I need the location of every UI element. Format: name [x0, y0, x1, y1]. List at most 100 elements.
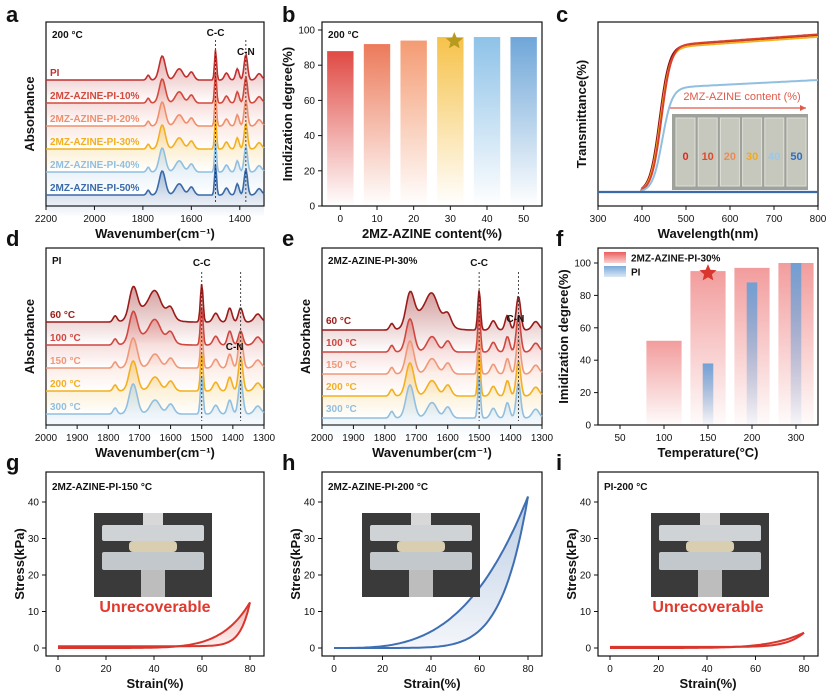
panel-h: 0 20 40 60 80010203040Strain(%)Stress(kPa)2M…	[282, 450, 543, 691]
bar	[473, 37, 501, 206]
series-fill	[46, 353, 264, 412]
legend-label: 2MZ-AZINE-PI-30%	[631, 254, 721, 265]
series-fill	[46, 164, 264, 216]
series-fill	[322, 290, 542, 350]
y-tick-label: 0	[585, 644, 591, 655]
y-tick-label: 0	[585, 421, 591, 432]
series-line	[46, 49, 265, 81]
series-fill	[46, 49, 264, 101]
series-line	[322, 310, 543, 353]
x-tick-label: 0	[55, 664, 61, 675]
legend-arrow-head	[800, 105, 806, 111]
panel-title: 200 °C	[328, 30, 359, 41]
peak-label: C-N	[226, 342, 244, 353]
panel-label: i	[556, 450, 562, 475]
vial-label: 10	[702, 151, 714, 163]
y-tick-label: 80	[304, 61, 316, 72]
lower-plate	[659, 552, 761, 570]
bar-pi	[702, 363, 714, 425]
y-tick-label: 0	[309, 202, 315, 213]
series-line	[322, 376, 543, 419]
plot-frame	[597, 471, 819, 657]
series-line	[322, 290, 543, 331]
hysteresis-fill	[334, 496, 528, 648]
x-tick-label: 400	[634, 214, 651, 225]
y-axis-label: Transmittance(%)	[574, 60, 589, 168]
panel-b: 0 10 20 30 40 50 0 20 40 60 80 100 2MZ-AZINE content…	[280, 2, 543, 241]
y-tick-label: 60	[580, 323, 592, 334]
y-tick-label: 30	[580, 534, 592, 545]
series-label: 150 °C	[50, 356, 81, 367]
upper-rod	[411, 513, 431, 525]
x-tick-label: 300	[788, 433, 805, 444]
x-tick-label: 1400	[222, 433, 245, 444]
series-line	[46, 118, 265, 150]
x-tick-label: 30	[445, 214, 457, 225]
y-tick-label: 20	[304, 166, 316, 177]
sample	[397, 541, 445, 552]
series-line	[46, 141, 265, 173]
x-tick-label: 300	[590, 214, 607, 225]
vial	[719, 117, 740, 187]
series-line	[322, 332, 543, 375]
y-tick-label: 40	[580, 356, 592, 367]
unloading-curve	[58, 602, 251, 648]
series-line	[46, 164, 265, 196]
legend-label: PI	[631, 268, 641, 279]
upper-plate	[370, 525, 472, 541]
lower-plate	[370, 552, 472, 570]
peak-label: C-C	[193, 258, 211, 269]
series-label: 300 °C	[50, 402, 81, 413]
sample	[129, 541, 177, 552]
panel-label: f	[556, 226, 564, 251]
series-fill	[46, 141, 264, 193]
series-fill	[322, 376, 542, 438]
series-label: 200 °C	[326, 382, 357, 393]
x-tick-label: 600	[722, 214, 739, 225]
x-axis-label: Wavelength(nm)	[658, 226, 759, 241]
plot-frame	[45, 471, 265, 657]
loading-curve	[58, 601, 251, 649]
x-tick-label: 700	[766, 214, 783, 225]
upper-plate	[102, 525, 204, 541]
panel-title: 200 °C	[52, 30, 83, 41]
x-tick-label: 1700	[405, 433, 428, 444]
lower-rod	[409, 570, 433, 597]
x-tick-label: 1500	[191, 433, 214, 444]
sample	[686, 541, 734, 552]
legend-swatch	[604, 252, 626, 263]
x-tick-label: 20	[377, 664, 389, 675]
y-axis-label: Stress(kPa)	[12, 528, 27, 600]
x-axis-label: Wavenumber(cm⁻¹)	[372, 445, 492, 460]
y-tick-label: 80	[580, 291, 592, 302]
star-marker	[699, 264, 717, 281]
x-axis-label: Strain(%)	[679, 676, 736, 691]
x-tick-label: 1900	[66, 433, 89, 444]
series-label: PI	[50, 68, 60, 79]
vial-label: 40	[768, 151, 780, 163]
vial	[742, 117, 763, 187]
unloading-curve	[334, 496, 529, 649]
y-tick-label: 40	[28, 498, 40, 509]
series-label: 2MZ-AZINE-PI-40%	[50, 160, 140, 171]
y-tick-label: 20	[580, 571, 592, 582]
series-label: 150 °C	[326, 360, 357, 371]
x-tick-label: 1400	[229, 214, 252, 225]
upper-plate	[659, 525, 761, 541]
y-tick-label: 10	[304, 607, 316, 618]
series-line	[322, 354, 543, 397]
y-axis-label: Stress(kPa)	[564, 528, 579, 600]
x-tick-label: 40	[701, 664, 713, 675]
x-axis-label: Temperature(°C)	[657, 445, 758, 460]
vial-label: 30	[746, 151, 758, 163]
series-fill	[46, 118, 264, 170]
panel-e: 60 °C 100 °C 150 °C 200 °C 300 °C C-C C-N 2000 1…	[282, 226, 554, 460]
peak-label: C-C	[207, 28, 225, 39]
bar-pi	[790, 263, 802, 425]
bar-composite	[646, 340, 682, 425]
y-tick-label: 20	[580, 388, 592, 399]
x-tick-label: 100	[656, 433, 673, 444]
series-label: 60 °C	[50, 310, 75, 321]
series-line	[46, 95, 265, 127]
